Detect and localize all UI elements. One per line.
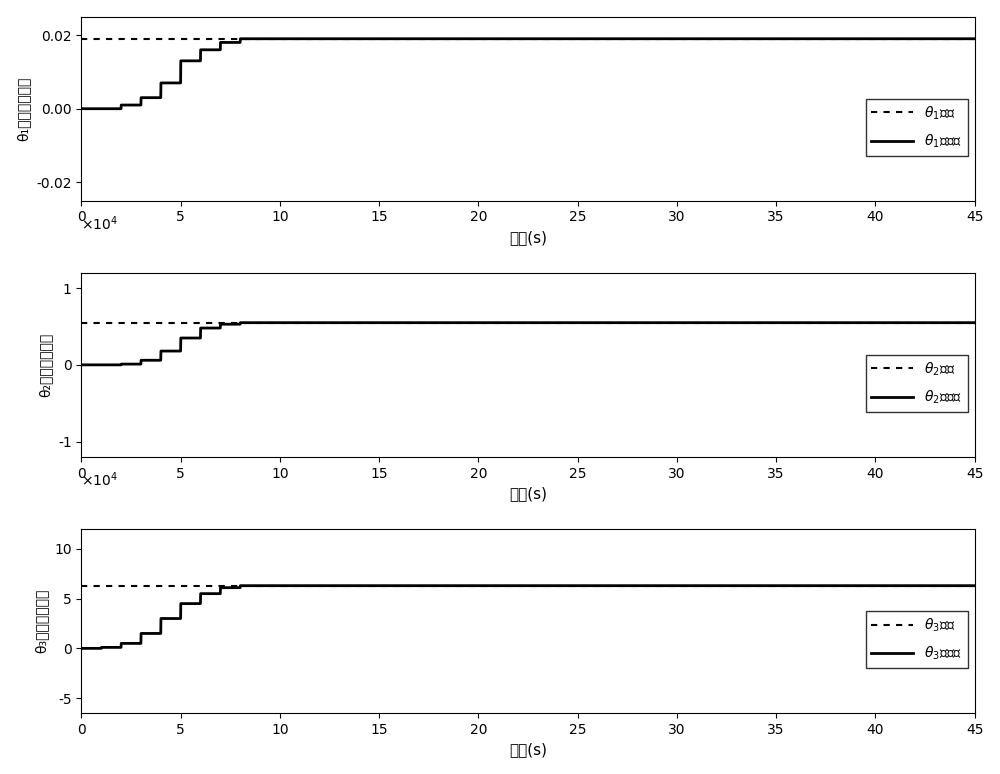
Legend: $\theta_1$真値, $\theta_1$估计値: $\theta_1$真値, $\theta_1$估计値	[866, 98, 968, 156]
X-axis label: 时间(s): 时间(s)	[509, 230, 547, 245]
Y-axis label: θ₃真値及估计値: θ₃真値及估计値	[35, 589, 49, 653]
X-axis label: 时间(s): 时间(s)	[509, 742, 547, 757]
Legend: $\theta_2$真値, $\theta_2$估计値: $\theta_2$真値, $\theta_2$估计値	[866, 354, 968, 412]
Legend: $\theta_3$真値, $\theta_3$估计値: $\theta_3$真値, $\theta_3$估计値	[866, 611, 968, 668]
Y-axis label: θ₂真値及估计値: θ₂真値及估计値	[38, 333, 52, 397]
Text: $\times 10^4$: $\times 10^4$	[81, 214, 118, 233]
Y-axis label: θ₁真値及估计値: θ₁真値及估计値	[17, 77, 31, 141]
X-axis label: 时间(s): 时间(s)	[509, 486, 547, 502]
Text: $\times 10^4$: $\times 10^4$	[81, 471, 118, 489]
